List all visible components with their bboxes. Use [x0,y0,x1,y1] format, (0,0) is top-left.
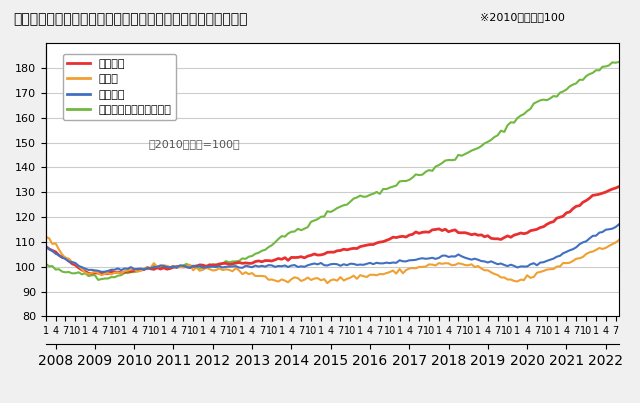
Line: マンション（区分所有）: マンション（区分所有） [46,62,619,280]
Legend: 住宅総合, 住宅地, 戸建住宅, マンション（区分所有）: 住宅総合, 住宅地, 戸建住宅, マンション（区分所有） [63,54,176,120]
Line: 住宅総合: 住宅総合 [46,187,619,274]
Line: 戸建住宅: 戸建住宅 [46,224,619,272]
Text: ※2010年平均＝100: ※2010年平均＝100 [480,12,565,22]
Text: ＜不動産価格指数（住宅）（令和４年８月分・季節調整値）＞: ＜不動産価格指数（住宅）（令和４年８月分・季節調整値）＞ [13,12,247,26]
Line: 住宅地: 住宅地 [46,237,619,283]
Text: （2010年平均=100）: （2010年平均=100） [149,139,241,149]
